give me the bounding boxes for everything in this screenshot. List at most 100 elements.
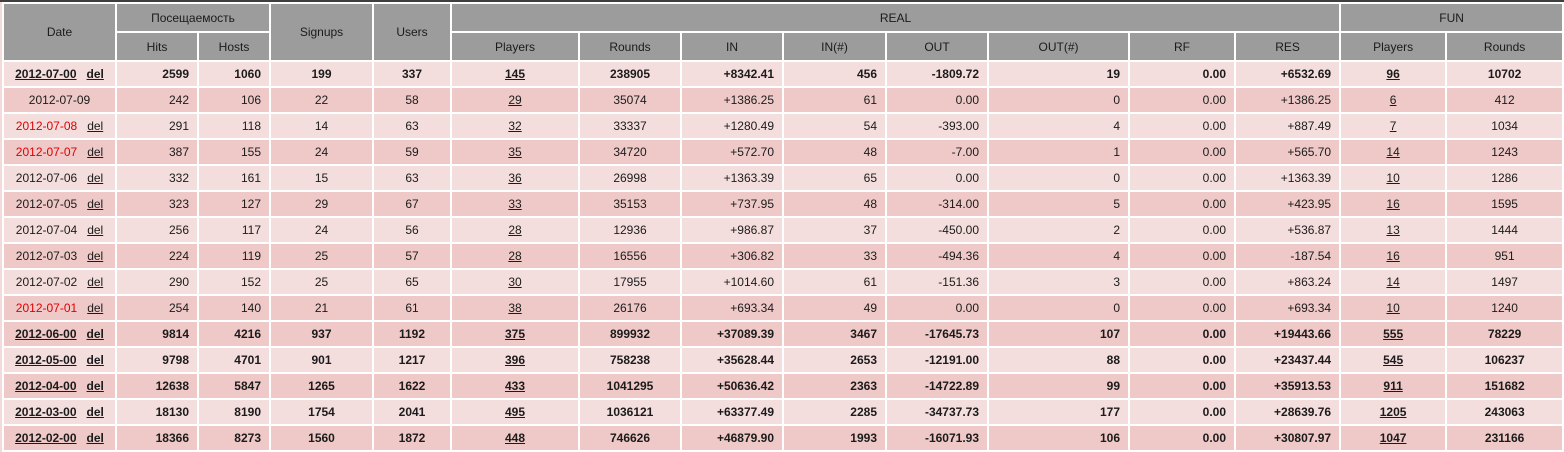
real-players-link[interactable]: 28 (508, 223, 522, 237)
fun-players-link[interactable]: 16 (1386, 249, 1400, 263)
cell-hosts: 155 (197, 138, 271, 166)
cell-hosts: 1060 (197, 60, 271, 88)
cell-rf: 0.00 (1128, 294, 1236, 322)
real-players-link[interactable]: 38 (508, 301, 522, 315)
real-players-link[interactable]: 396 (504, 353, 526, 367)
cell-res: +19443.66 (1233, 320, 1342, 348)
cell-date: 2012-05-00 del (2, 346, 117, 374)
real-players-link[interactable]: 35 (508, 145, 522, 159)
table-row: 2012-07-01 del 254 140 21 61 38 26176 +693.34 49 0… (2, 294, 1564, 322)
group-header-fun: FUN (1339, 2, 1564, 33)
table-row: 2012-07-05 del 323 127 29 67 33 35153 +737.95 48-… (2, 190, 1564, 218)
delete-row-link[interactable]: del (87, 145, 104, 159)
cell-fun-players: 911 (1339, 372, 1448, 400)
fun-players-link[interactable]: 14 (1386, 275, 1400, 289)
cell-signups: 21 (269, 294, 374, 322)
real-players-link[interactable]: 30 (508, 275, 522, 289)
cell-date: 2012-07-06 del (2, 164, 117, 192)
cell-users: 59 (372, 138, 452, 166)
cell-real-rounds: 16556 (578, 242, 682, 270)
cell-users: 65 (372, 268, 452, 296)
cell-real-players: 36 (450, 164, 580, 192)
delete-row-link[interactable]: del (87, 119, 104, 133)
fun-players-link[interactable]: 7 (1389, 119, 1397, 133)
fun-players-link[interactable]: 13 (1386, 223, 1400, 237)
real-players-link[interactable]: 33 (508, 197, 522, 211)
cell-hits: 12638 (115, 372, 199, 400)
fun-players-link[interactable]: 1047 (1379, 431, 1407, 445)
fun-players-link[interactable]: 10 (1386, 301, 1400, 315)
delete-row-link[interactable]: del (87, 249, 104, 263)
delete-row-link[interactable]: del (86, 353, 104, 367)
delete-row-link[interactable]: del (86, 405, 104, 419)
cell-fun-rounds: 1497 (1445, 268, 1564, 296)
cell-fun-players: 16 (1339, 190, 1448, 218)
cell-date: 2012-03-00 del (2, 398, 117, 426)
real-players-link[interactable]: 433 (504, 379, 526, 393)
table-row: 2012-03-00 del 18130 8190 1754 2041 495 1036121… (2, 398, 1564, 426)
fun-players-link[interactable]: 96 (1386, 67, 1400, 81)
cell-date: 2012-04-00 del (2, 372, 117, 400)
cell-rf: 0.00 (1128, 86, 1236, 114)
real-players-link[interactable]: 28 (508, 249, 522, 263)
cell-in-count: 2653 (782, 346, 887, 374)
cell-in: +1014.60 (680, 268, 784, 296)
delete-row-link[interactable]: del (87, 223, 104, 237)
delete-row-link[interactable]: del (86, 431, 104, 445)
table-row: 2012-07-00 del 2599 1060 199 337 145 238905 +834… (2, 60, 1564, 88)
real-players-link[interactable]: 32 (508, 119, 522, 133)
col-header-in-count: IN(#) (782, 31, 887, 62)
cell-hosts: 161 (197, 164, 271, 192)
cell-date: 2012-07-00 del (2, 60, 117, 88)
cell-fun-players: 14 (1339, 268, 1448, 296)
fun-players-link[interactable]: 1205 (1379, 405, 1407, 419)
date-link[interactable]: 2012-06-00 (15, 327, 77, 341)
cell-fun-players: 545 (1339, 346, 1448, 374)
cell-real-players: 375 (450, 320, 580, 348)
fun-players-link[interactable]: 545 (1383, 353, 1404, 367)
fun-players-link[interactable]: 911 (1383, 379, 1403, 393)
fun-players-link[interactable]: 10 (1386, 171, 1400, 185)
delete-row-link[interactable]: del (86, 327, 104, 341)
real-players-link[interactable]: 36 (508, 171, 522, 185)
fun-players-link[interactable]: 14 (1386, 145, 1400, 159)
cell-rf: 0.00 (1128, 242, 1236, 270)
delete-row-link[interactable]: del (87, 301, 104, 315)
cell-hosts: 117 (197, 216, 271, 244)
fun-players-link[interactable]: 16 (1386, 197, 1400, 211)
fun-players-link[interactable]: 6 (1389, 93, 1397, 107)
delete-row-link[interactable]: del (86, 67, 104, 81)
delete-row-link[interactable]: del (87, 171, 104, 185)
fun-players-link[interactable]: 555 (1383, 327, 1404, 341)
cell-res: +863.24 (1233, 268, 1342, 296)
cell-fun-players: 14 (1339, 138, 1448, 166)
cell-in-count: 3467 (782, 320, 887, 348)
cell-date: 2012-07-04 del (2, 216, 117, 244)
cell-hosts: 8190 (197, 398, 271, 426)
delete-row-link[interactable]: del (87, 275, 104, 289)
real-players-link[interactable]: 29 (508, 93, 522, 107)
cell-res: +423.95 (1233, 190, 1342, 218)
real-players-link[interactable]: 448 (504, 431, 526, 445)
cell-rf: 0.00 (1128, 60, 1236, 88)
date-link[interactable]: 2012-07-00 (15, 67, 77, 81)
cell-hosts: 152 (197, 268, 271, 296)
date-link[interactable]: 2012-04-00 (15, 379, 77, 393)
delete-row-link[interactable]: del (86, 379, 104, 393)
cell-in-count: 61 (782, 86, 887, 114)
real-players-link[interactable]: 495 (504, 405, 526, 419)
cell-out: -12191.00 (885, 346, 989, 374)
cell-in: +8342.41 (680, 60, 784, 88)
date-link[interactable]: 2012-02-00 (15, 431, 77, 445)
cell-out-count: 3 (987, 268, 1130, 296)
table-body: 2012-07-00 del 2599 1060 199 337 145 238905 +834… (2, 60, 1564, 452)
real-players-link[interactable]: 145 (504, 67, 526, 81)
date-link[interactable]: 2012-03-00 (15, 405, 77, 419)
real-players-link[interactable]: 375 (504, 327, 526, 341)
cell-real-rounds: 1041295 (578, 372, 682, 400)
cell-out-count: 1 (987, 138, 1130, 166)
cell-in-count: 2285 (782, 398, 887, 426)
cell-out-count: 99 (987, 372, 1130, 400)
delete-row-link[interactable]: del (87, 197, 104, 211)
date-link[interactable]: 2012-05-00 (15, 353, 77, 367)
